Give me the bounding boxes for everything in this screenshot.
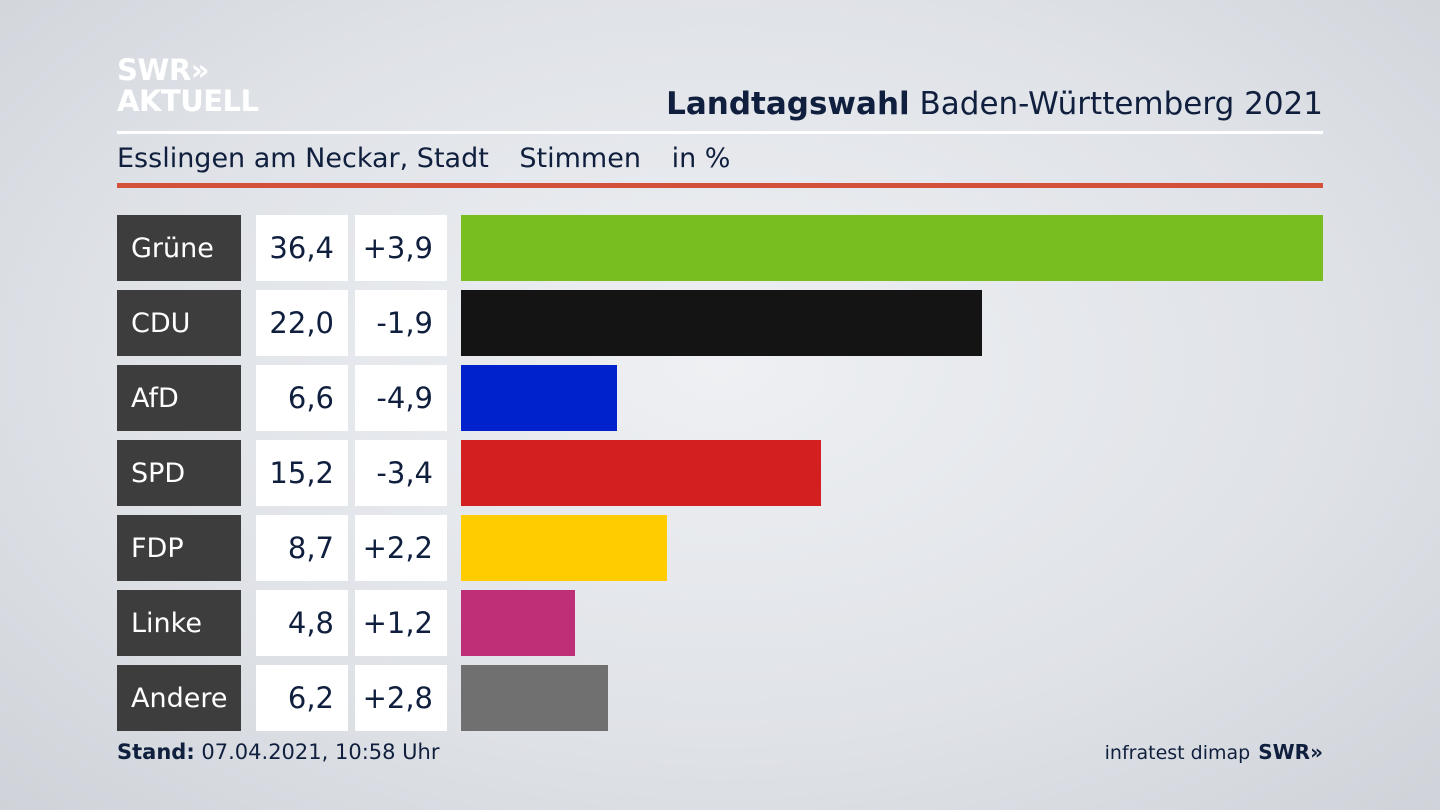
change-label: -1,9 [355, 290, 447, 356]
vote-share-label: 15,2 [256, 440, 348, 506]
bar [461, 515, 667, 581]
chart-subtitle: Esslingen am Neckar, Stadt Stimmen in % [117, 143, 752, 174]
change-label: +1,2 [355, 590, 447, 656]
logo-line-1: SWR» [117, 53, 209, 87]
stand-label: Stand: [117, 740, 195, 764]
party-label: CDU [117, 290, 241, 356]
subtitle-measure: Stimmen [519, 143, 641, 174]
chart-row: Andere 6,2 +2,8 [117, 665, 1323, 731]
chart-row: AfD 6,6 -4,9 [117, 365, 1323, 431]
party-label: AfD [117, 365, 241, 431]
bar [461, 590, 575, 656]
vote-share-label: 6,6 [256, 365, 348, 431]
vote-share-label: 6,2 [256, 665, 348, 731]
change-label: -4,9 [355, 365, 447, 431]
change-label: +2,8 [355, 665, 447, 731]
bar [461, 365, 617, 431]
swr-brand: SWR» [1258, 740, 1323, 764]
timestamp: Stand: 07.04.2021, 10:58 Uhr [117, 740, 440, 764]
vote-share-label: 36,4 [256, 215, 348, 281]
title-rest: Baden-Württemberg 2021 [909, 86, 1324, 122]
chart-row: Grüne 36,4 +3,9 [117, 215, 1323, 281]
vote-share-label: 4,8 [256, 590, 348, 656]
subtitle-place: Esslingen am Neckar, Stadt [117, 143, 489, 174]
bar [461, 665, 608, 731]
bar [461, 215, 1323, 281]
chart-row: Linke 4,8 +1,2 [117, 590, 1323, 656]
bar [461, 440, 821, 506]
accent-divider [117, 183, 1323, 188]
chart-row: SPD 15,2 -3,4 [117, 440, 1323, 506]
chart-row: CDU 22,0 -1,9 [117, 290, 1323, 356]
party-label: Grüne [117, 215, 241, 281]
header-divider [117, 131, 1323, 134]
party-label: SPD [117, 440, 241, 506]
page-title: Landtagswahl Baden-Württemberg 2021 [666, 86, 1323, 122]
vote-share-label: 8,7 [256, 515, 348, 581]
title-bold: Landtagswahl [666, 86, 910, 122]
change-label: +2,2 [355, 515, 447, 581]
party-label: Andere [117, 665, 241, 731]
logo-line-2: AKTUELL [117, 84, 259, 118]
change-label: +3,9 [355, 215, 447, 281]
change-label: -3,4 [355, 440, 447, 506]
swr-aktuell-logo: SWR» AKTUELL [117, 55, 259, 117]
source-credit: infratest dimap SWR» [1105, 740, 1323, 764]
source-name: infratest dimap [1104, 742, 1251, 764]
bar [461, 290, 982, 356]
subtitle-unit: in % [671, 143, 731, 174]
party-label: FDP [117, 515, 241, 581]
stand-value: 07.04.2021, 10:58 Uhr [194, 740, 440, 764]
party-label: Linke [117, 590, 241, 656]
vote-share-label: 22,0 [256, 290, 348, 356]
chart-row: FDP 8,7 +2,2 [117, 515, 1323, 581]
